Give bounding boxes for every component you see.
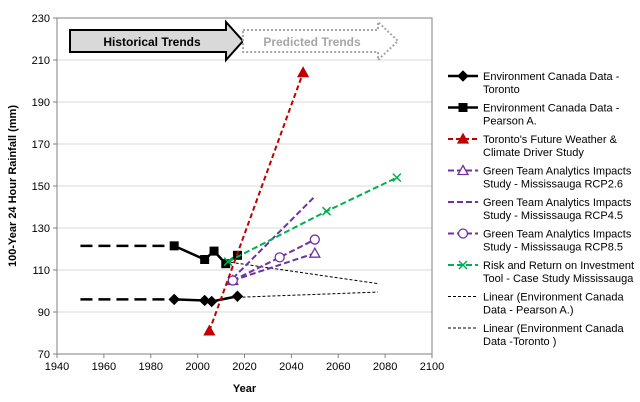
series-line xyxy=(227,176,398,263)
legend-swatch-marker xyxy=(458,103,468,112)
data-point xyxy=(231,290,244,302)
data-point xyxy=(205,295,218,308)
series-line xyxy=(208,72,305,332)
series-8 xyxy=(237,291,379,298)
series-7 xyxy=(225,261,379,285)
legend-label: Linear (Environment Canada xyxy=(483,323,625,335)
y-tick-label: 110 xyxy=(32,265,50,277)
predicted-trends-arrow xyxy=(242,19,400,63)
legend-swatch-marker xyxy=(457,228,469,239)
x-marker-stroke xyxy=(322,206,332,216)
x-tick-label: 2100 xyxy=(420,361,444,373)
gridlines xyxy=(57,17,432,313)
data-point xyxy=(308,246,321,258)
legend-label: Environment Canada Data - xyxy=(483,71,620,83)
legend-label: Data -Toronto ) xyxy=(483,336,556,348)
x-tick-label: 1940 xyxy=(45,361,69,373)
legend-label: Tool - Case Study Mississauga xyxy=(483,273,634,285)
x-tick-label: 2060 xyxy=(326,361,350,373)
series-6 xyxy=(223,173,402,267)
legend-label: Green Team Analytics Impacts xyxy=(483,197,632,209)
series-line xyxy=(232,252,316,282)
legend-swatch-marker xyxy=(456,132,470,144)
series-line xyxy=(232,195,316,280)
legend-label: Toronto's Future Weather & xyxy=(483,134,618,146)
x-marker-stroke xyxy=(392,173,402,183)
series-0 xyxy=(80,290,244,308)
legend-item-2: Toronto's Future Weather &Climate Driver… xyxy=(448,132,618,159)
legend-label: Study - Mississauga RCP8.5 xyxy=(483,242,623,254)
data-point xyxy=(274,252,285,263)
legend-label: Environment Canada Data - xyxy=(483,103,620,115)
legend-swatch-marker xyxy=(458,260,468,270)
legend-label: Toronto xyxy=(483,84,520,96)
legend-label: Risk and Return on Investment xyxy=(483,260,634,272)
x-tick-label: 2080 xyxy=(373,361,397,373)
series-1 xyxy=(80,241,242,269)
data-point xyxy=(200,255,210,264)
x-tick-label: 2040 xyxy=(279,361,303,373)
y-tick-label: 210 xyxy=(32,55,50,67)
axes: 70 90 110 130 150 170 190 210 230 1940 1960 1980 200… xyxy=(7,13,444,395)
data-point xyxy=(168,293,180,306)
historical-trends-arrow xyxy=(69,19,245,63)
data-point xyxy=(309,234,320,245)
series-line xyxy=(225,261,379,285)
legend-label: Climate Driver Study xyxy=(483,147,584,159)
legend-label: Study - Mississauga RCP4.5 xyxy=(483,210,623,222)
series-5 xyxy=(227,234,320,286)
legend-label: Study - Mississauga RCP2.6 xyxy=(483,179,623,191)
x-tick-label: 2000 xyxy=(185,361,209,373)
legend-label: Linear (Environment Canada xyxy=(483,292,625,304)
x-tick-label: 1980 xyxy=(139,361,163,373)
data-point xyxy=(223,257,233,267)
x-marker-stroke xyxy=(458,260,468,270)
legend-item-0: Environment Canada Data -Toronto xyxy=(448,70,620,96)
x-marker-stroke xyxy=(223,257,233,267)
y-tick-label: 90 xyxy=(38,307,50,319)
legend-label: Green Team Analytics Impacts xyxy=(483,229,632,241)
legend: Environment Canada Data -TorontoEnvironm… xyxy=(448,70,634,348)
legend-swatch-marker xyxy=(457,70,469,82)
trend-arrows: Historical Trends Predicted Trends xyxy=(69,19,400,63)
data-point xyxy=(322,206,332,216)
data-point xyxy=(203,324,216,336)
series-4 xyxy=(232,195,316,280)
legend-label: Data - Pearson A.) xyxy=(483,305,574,317)
data-point xyxy=(209,246,219,256)
legend-item-1: Environment Canada Data -Pearson A. xyxy=(448,103,620,128)
y-tick-label: 130 xyxy=(32,223,50,235)
series-line xyxy=(232,238,316,282)
series-line xyxy=(237,291,379,298)
x-tick-label: 1960 xyxy=(92,361,116,373)
x-tick-label: 2020 xyxy=(232,361,256,373)
y-tick-label: 150 xyxy=(32,181,50,193)
y-tick-label: 170 xyxy=(32,139,50,151)
data-point xyxy=(169,241,179,251)
legend-label: Pearson A. xyxy=(483,116,537,128)
y-tick-label: 70 xyxy=(38,349,50,361)
data-point xyxy=(227,275,238,286)
y-tick-label: 190 xyxy=(32,97,50,109)
series-2 xyxy=(203,66,310,336)
series-layer xyxy=(80,66,402,336)
legend-swatch-marker xyxy=(456,164,470,176)
predicted-trends-label: Predicted Trends xyxy=(263,35,361,49)
data-point xyxy=(392,173,402,183)
data-point xyxy=(296,66,310,78)
data-point xyxy=(198,294,211,307)
y-axis-title: 100-Year 24 Hour Rainfall (mm) xyxy=(7,105,19,267)
historical-trends-label: Historical Trends xyxy=(103,35,201,49)
x-axis-title: Year xyxy=(233,383,257,395)
legend-label: Green Team Analytics Impacts xyxy=(483,166,632,178)
y-tick-label: 230 xyxy=(32,13,50,25)
